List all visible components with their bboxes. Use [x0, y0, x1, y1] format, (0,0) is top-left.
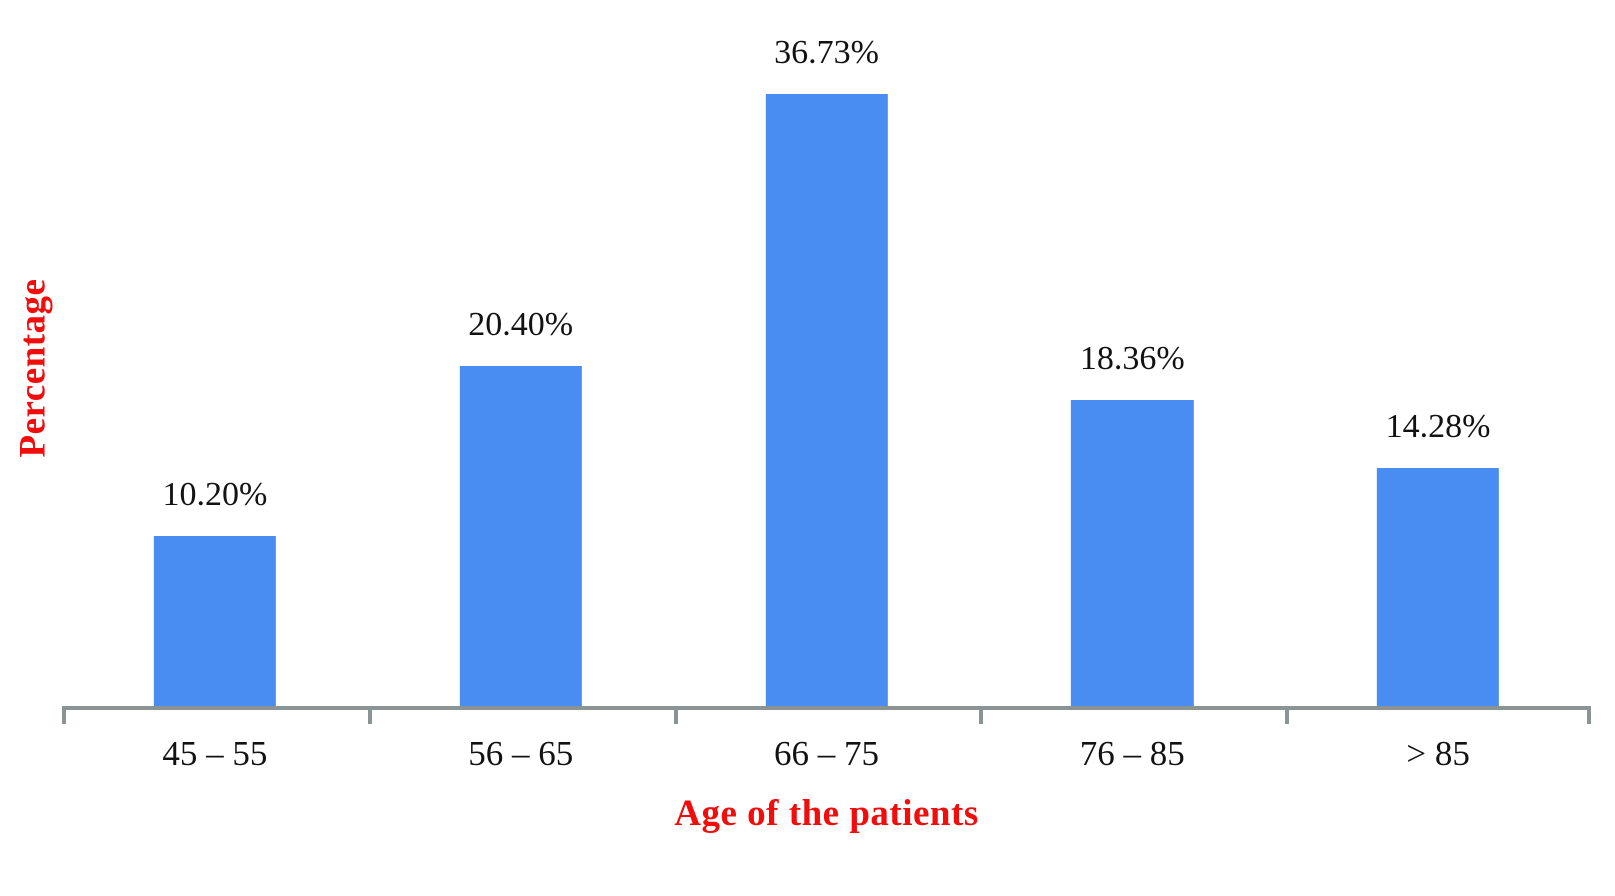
plot-area: 10.20% 20.40% 36.73% 18.36% 14.28% — [62, 34, 1591, 724]
x-tick-label: 45 – 55 — [162, 734, 268, 773]
axis-tick — [367, 706, 372, 724]
x-tick-label: > 85 — [1406, 734, 1470, 773]
bar — [459, 366, 582, 706]
x-tick-label: 56 – 65 — [468, 734, 574, 773]
bar — [765, 94, 888, 706]
bar-value-label: 18.36% — [1079, 340, 1185, 378]
y-axis-title: Percentage — [12, 278, 54, 458]
bar — [1376, 468, 1500, 706]
axis-tick — [979, 706, 984, 724]
x-axis-title: Age of the patients — [674, 793, 979, 834]
bar-value-label: 14.28% — [1385, 408, 1491, 446]
bar — [153, 536, 277, 706]
x-axis-tick-labels: 45 – 55 56 – 65 66 – 75 76 – 85 > 85 — [62, 734, 1591, 780]
bar — [1071, 400, 1194, 706]
axis-tick — [62, 706, 66, 724]
axis-tick — [1587, 706, 1591, 724]
x-axis-line — [62, 706, 1591, 710]
x-tick-label: 76 – 85 — [1079, 734, 1185, 773]
x-tick-label: 66 – 75 — [773, 734, 879, 773]
bar-value-label: 36.73% — [774, 34, 879, 72]
axis-tick — [673, 706, 678, 724]
bar-value-label: 10.20% — [162, 476, 268, 514]
bar-value-label: 20.40% — [468, 306, 574, 344]
axis-tick — [1285, 706, 1290, 724]
